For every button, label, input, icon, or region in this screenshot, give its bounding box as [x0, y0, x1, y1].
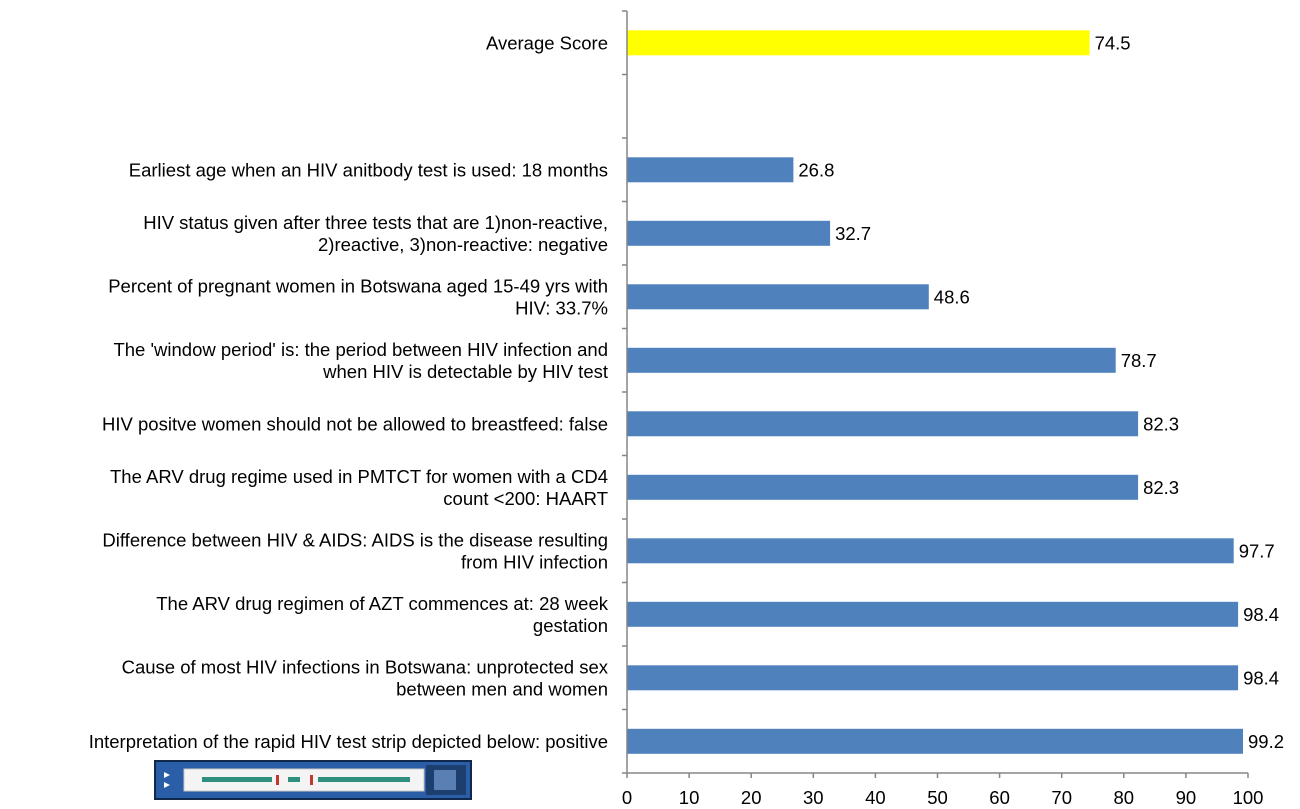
value-label-3: 32.7	[835, 223, 871, 244]
category-labels-layer: Average Score Earliest age when an HIV an…	[89, 32, 609, 752]
bar-7	[627, 474, 1139, 500]
bar-6	[627, 411, 1139, 437]
x-tick-label-5: 50	[927, 787, 948, 808]
strip-end-tab	[434, 770, 456, 790]
bar-0	[627, 30, 1090, 56]
value-label-9: 98.4	[1243, 604, 1279, 625]
value-label-2: 26.8	[798, 159, 834, 180]
mid-pad	[288, 777, 300, 782]
bar-4	[627, 284, 929, 310]
x-tick-label-8: 80	[1114, 787, 1135, 808]
axes-layer: 0 10 20 30 40 50 60 70 80 90 100	[622, 10, 1264, 808]
bar-3	[627, 220, 831, 246]
bars-layer	[627, 30, 1243, 754]
category-label-0: Average Score	[486, 32, 608, 53]
bar-9	[627, 601, 1239, 627]
category-label-10: Cause of most HIV infections in Botswana…	[122, 656, 609, 699]
value-label-10: 98.4	[1243, 667, 1279, 688]
arrow-mark-top	[164, 772, 170, 778]
value-label-4: 48.6	[934, 286, 970, 307]
x-tick-label-6: 60	[989, 787, 1010, 808]
x-tick-label-0: 0	[622, 787, 632, 808]
sample-pad	[202, 777, 272, 782]
category-label-3: HIV status given after three tests that …	[143, 212, 608, 255]
strip-border	[154, 760, 472, 800]
absorbent-pad	[318, 777, 410, 782]
category-label-9: The ARV drug regimen of AZT commences at…	[156, 593, 609, 636]
value-label-7: 82.3	[1143, 477, 1179, 498]
x-tick-label-4: 40	[865, 787, 886, 808]
value-label-0: 74.5	[1095, 32, 1131, 53]
bar-11	[627, 728, 1243, 754]
x-tick-label-1: 10	[679, 787, 700, 808]
category-label-8: Difference between HIV & AIDS: AIDS is t…	[102, 529, 608, 572]
x-tick-label-7: 70	[1051, 787, 1072, 808]
x-tick-label-10: 100	[1233, 787, 1264, 808]
bar-10	[627, 665, 1239, 691]
category-label-11: Interpretation of the rapid HIV test str…	[89, 731, 608, 752]
control-line	[310, 775, 313, 785]
category-label-2: Earliest age when an HIV anitbody test i…	[129, 159, 608, 180]
rapid-hiv-test-strip-image	[154, 760, 472, 800]
arrow-mark-bottom	[164, 782, 170, 788]
bar-2	[627, 157, 794, 183]
category-label-7: The ARV drug regime used in PMTCT for wo…	[110, 466, 608, 509]
bar-5	[627, 347, 1116, 373]
value-label-11: 99.2	[1248, 731, 1284, 752]
category-label-4: Percent of pregnant women in Botswana ag…	[108, 275, 608, 318]
value-label-8: 97.7	[1239, 540, 1275, 561]
category-label-6: HIV positve women should not be allowed …	[102, 413, 608, 434]
x-tick-label-2: 20	[741, 787, 762, 808]
category-label-5: The 'window period' is: the period betwe…	[113, 339, 608, 382]
value-label-6: 82.3	[1143, 413, 1179, 434]
x-tick-label-9: 90	[1176, 787, 1197, 808]
bar-8	[627, 538, 1234, 564]
sample-window	[183, 768, 425, 792]
x-tick-label-3: 30	[803, 787, 824, 808]
value-labels-layer: 74.5 26.8 32.7 48.6 78.7 82.3 82.3 97.7 98.4 98.4…	[798, 32, 1284, 752]
test-line	[276, 775, 279, 785]
value-label-5: 78.7	[1121, 350, 1157, 371]
